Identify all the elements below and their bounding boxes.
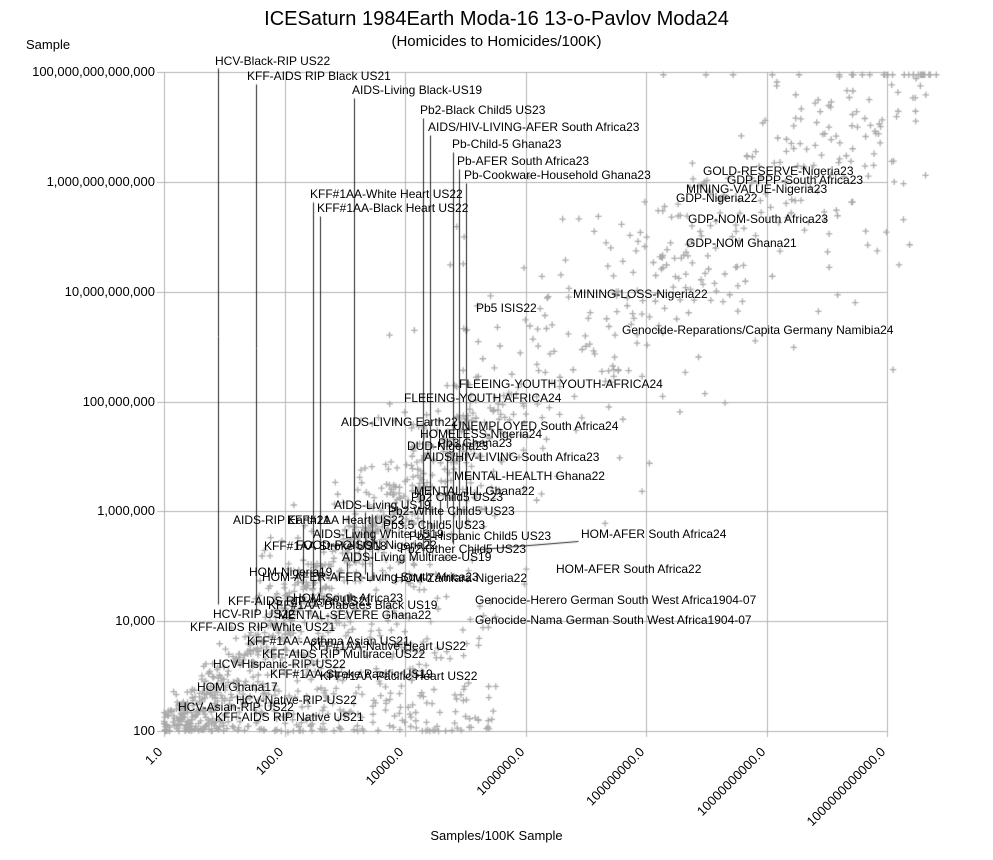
y-tick-label: 100 [133,723,155,738]
annotation-label: KFF#1AA-White Heart US22 [310,187,463,201]
annotation-label: AIDS-Living US19 [334,498,431,512]
annotation-label: KFF#1AA-Stroke Pacific US19 [270,667,433,681]
annotation-label: Pb2-Black Child5 US23 [420,103,546,117]
annotation-label: GDP-NOM-South Africa23 [688,212,829,226]
annotation-label: AIDS/HIV-LIVING South Africa23 [424,450,600,464]
annotation-label: AIDS-Living Black-US19 [352,83,483,97]
annotation-label: Pb-AFER South Africa23 [457,154,590,168]
annotation-label: HCV-Black-RIP US22 [215,54,331,68]
annotation-label: HOM-AFER South Africa24 [581,527,727,541]
annotation-label: KFF#1AA-Native Heart US22 [310,639,467,653]
annotation-label: Pb-Cookware-Household Ghana23 [464,168,651,182]
annotation-label: Pb2-White Child5 US23 [388,504,515,518]
annotation-label: Genocide-Herero German South West Africa… [475,593,757,607]
annotation-label: AIDS-Living White US19 [313,527,444,541]
annotation-label: KFF#1AA-Black Heart US22 [317,201,469,215]
annotation-label: MENTAL-ILL Ghana22 [414,484,535,498]
chart-title: ICESaturn 1984Earth Moda-16 13-o-Pavlov … [264,8,729,30]
annotation-label: KFF#1AA-Diabetes Black US19 [268,598,438,612]
annotation-label: HOM-Nigeria19 [249,565,333,579]
annotation-label: AIDS-Living Multirace-US19 [342,550,492,564]
y-tick-label: 100,000,000 [82,393,155,409]
annotation-label: FOOD-POISON-Nigeria22 [296,538,437,552]
annotation-label: KFF#1AA Stroke US18 [264,539,387,553]
y-tick-label: 100,000,000,000,000 [32,64,155,79]
annotation-label: HOM-AFER-AFER-Living South Africa23 [262,570,479,584]
annotation-label: MINING-VALUE-Nigeria23 [686,182,828,196]
annotation-label: GDP-NOM Ghana21 [686,236,797,250]
annotation-label: HCV-RIP US22 [213,607,295,621]
annotation-label: DUD-Nigeria23 [407,439,489,453]
annotation-label: KFF#1AA-Asthma Asian US21 [247,634,410,648]
annotation-label: Pb2-Hispanic Child5 US23 [409,529,552,543]
annotation-label: Pb2-Other Child5 US23 [400,542,527,556]
annotation-label: KFF-AIDS RIP Black US21 [247,69,391,83]
annotation-label: Pb2 Child5 US23 [411,490,504,504]
y-axis-title: Sample [26,37,71,52]
y-tick-label: 10,000,000,000 [64,283,155,299]
annotation-label: KFF#1AA-Pacific Heart US22 [320,669,478,683]
annotation-label: MENTAL-SEVERE Ghana22 [278,608,432,622]
annotation-label: Pb3 Ghana23 [438,436,513,450]
annotation-label: HOM Ghana17 [197,680,278,694]
y-tick-label: 10,000 [115,613,155,629]
annotation-label: Genocide-Reparations/Capita Germany Nami… [622,323,894,337]
annotation-label: HOM-AFER South Africa22 [556,562,702,576]
annotation-label: KFF-AIDS RIP Native US21 [215,710,364,724]
x-axis-title: Samples/100K Sample [430,828,563,843]
annotation-label: HCV-Hispanic-RIP-US22 [213,657,346,671]
chart-subtitle: (Homicides to Homicides/100K) [391,33,602,50]
annotation-label: AIDS-RIP Earth21 [233,513,331,527]
annotation-label: HCV-Asian-RIP US22 [178,700,294,714]
annotation-label: KFF-AIDS RIP Asian US21 [228,594,372,608]
annotation-label: Pb3.5 Child5 US23 [383,518,486,532]
annotation-label: HCV-Native-RIP-US22 [236,693,357,707]
annotation-label: GDP-Nigeria22 [676,191,758,205]
annotation-label: Pb5 ISIS22 [476,301,537,315]
annotation-label: Pb-Child-5 Ghana23 [452,137,562,151]
annotation-label: HOMELESS-Nigeria24 [420,427,543,441]
annotation-label: KFF#1AA Heart US22 [287,513,405,527]
annotation-label: HOM-South Africa23 [293,591,404,605]
annotation-label: KFF-AIDS RIP Multirace US22 [262,647,426,661]
annotation-label: GOLD-RESERVE-Nigeria23 [703,164,854,178]
annotation-label: UNEMPLOYED South Africa24 [453,419,619,433]
annotation-label: KFF-AIDS RIP White US21 [190,620,336,634]
annotation-label: MENTAL-HEALTH Ghana22 [454,469,605,483]
annotation-label: HOM-Zamfara-Nigeria22 [395,571,528,585]
annotation-label: AIDS-LIVING Earth22 [341,415,458,429]
y-tick-label: 1,000,000,000,000 [46,173,155,189]
annotation-label: AIDS/HIV-LIVING-AFER South Africa23 [428,120,640,134]
annotation-label: MINING-LOSS-Nigeria22 [573,287,708,301]
annotation-label: Genocide-Nama German South West Africa19… [475,613,752,627]
y-tick-label: 1,000,000 [97,503,155,519]
annotation-label: FLEEING-YOUTH AFRICA24 [404,391,562,405]
annotation-label: FLEEING-YOUTH YOUTH-AFRICA24 [459,377,663,391]
annotation-label: GDP-PPP-South Africa23 [727,173,864,187]
